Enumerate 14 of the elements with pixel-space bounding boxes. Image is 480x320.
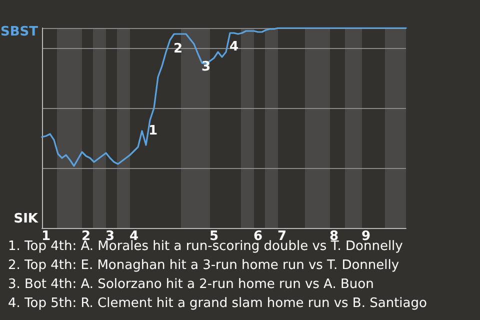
text: 4. Top 5th: R. Clement hit a grand slam home run vs B. Santiago xyxy=(8,296,427,311)
annotation: 2 xyxy=(173,42,183,56)
annotation: 4 xyxy=(229,40,239,54)
annotation: 3 xyxy=(201,60,211,74)
text: SIK xyxy=(14,212,39,226)
x-tick-label: 7 xyxy=(277,229,287,244)
x-tick-label: 9 xyxy=(361,229,371,244)
x-tick-label: 5 xyxy=(209,229,219,244)
text: SBST xyxy=(0,24,38,40)
annotation: 1 xyxy=(148,124,158,138)
x-tick-label: 1 xyxy=(41,229,51,244)
text: 2. Top 4th: E. Monaghan hit a 3-run home run vs T. Donnelly xyxy=(8,258,400,273)
text: 3. Bot 4th: A. Solorzano hit a 2-run home run vs A. Buon xyxy=(8,277,374,292)
x-tick-label: 6 xyxy=(253,229,263,244)
